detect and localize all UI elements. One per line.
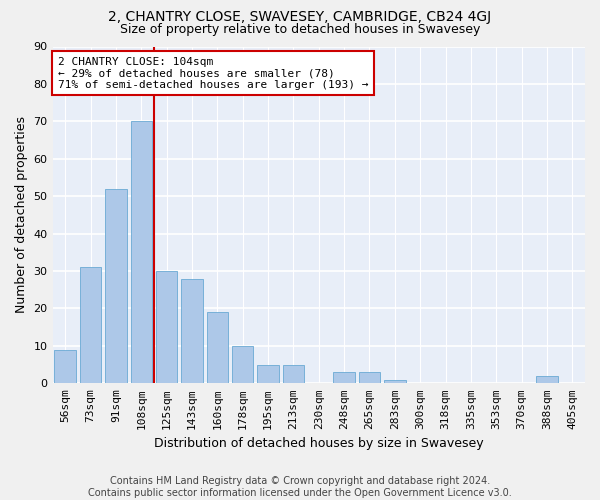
Bar	[80, 268, 101, 384]
Bar	[156, 271, 178, 384]
Bar	[283, 364, 304, 384]
Text: Size of property relative to detached houses in Swavesey: Size of property relative to detached ho…	[120, 22, 480, 36]
Y-axis label: Number of detached properties: Number of detached properties	[15, 116, 28, 314]
Text: Contains HM Land Registry data © Crown copyright and database right 2024.
Contai: Contains HM Land Registry data © Crown c…	[88, 476, 512, 498]
Text: 2 CHANTRY CLOSE: 104sqm
← 29% of detached houses are smaller (78)
71% of semi-de: 2 CHANTRY CLOSE: 104sqm ← 29% of detache…	[58, 56, 368, 90]
Bar	[105, 188, 127, 384]
Bar	[131, 122, 152, 384]
Bar	[384, 380, 406, 384]
Bar	[181, 278, 203, 384]
Bar	[359, 372, 380, 384]
Bar	[55, 350, 76, 384]
Text: 2, CHANTRY CLOSE, SWAVESEY, CAMBRIDGE, CB24 4GJ: 2, CHANTRY CLOSE, SWAVESEY, CAMBRIDGE, C…	[109, 10, 491, 24]
Bar	[536, 376, 558, 384]
X-axis label: Distribution of detached houses by size in Swavesey: Distribution of detached houses by size …	[154, 437, 484, 450]
Bar	[334, 372, 355, 384]
Bar	[206, 312, 228, 384]
Bar	[232, 346, 253, 384]
Bar	[257, 364, 279, 384]
